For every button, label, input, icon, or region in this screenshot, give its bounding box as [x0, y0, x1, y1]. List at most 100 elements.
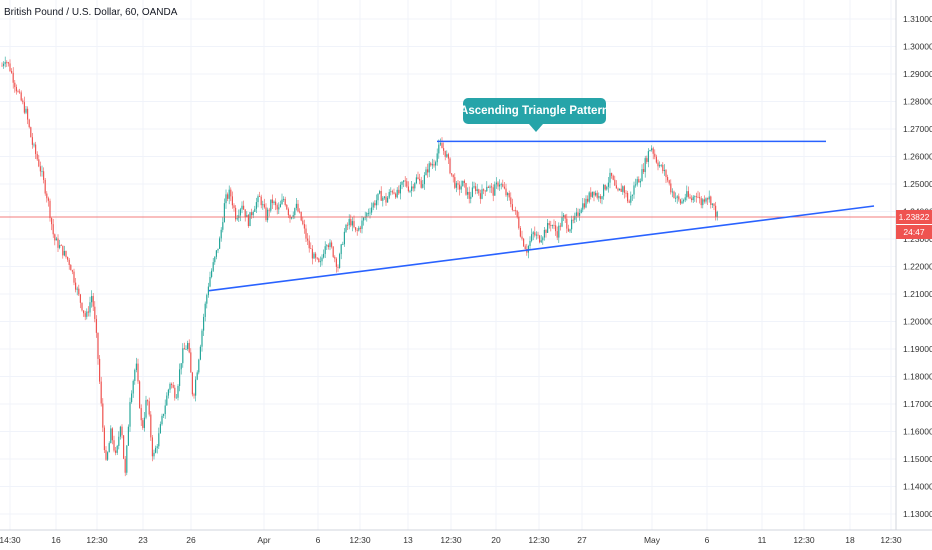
time-axis[interactable]: 14:30 16 12:30 23 26 Apr 6 12:30 13 12:30 20 12:30 2…: [0, 535, 902, 545]
candle-body: [17, 91, 19, 93]
candle-body: [420, 180, 422, 188]
candle-body: [179, 369, 181, 386]
candle-body: [403, 180, 405, 182]
candle-body: [628, 201, 630, 203]
candle-body: [460, 186, 462, 190]
candle-body: [135, 363, 137, 370]
candle-body: [273, 201, 275, 204]
candle-body: [35, 144, 37, 154]
candle-body: [334, 256, 336, 259]
candle-body: [401, 181, 403, 185]
candle-body: [555, 225, 557, 232]
candle-body: [249, 212, 251, 227]
candle-body: [518, 217, 520, 228]
candle-body: [76, 288, 78, 290]
candle-body: [670, 183, 672, 193]
candle-body: [651, 148, 653, 151]
candle-body: [91, 296, 93, 303]
candle-body: [308, 240, 310, 249]
candle-body: [561, 217, 563, 227]
candle-body: [379, 190, 381, 194]
candle-body: [467, 191, 469, 195]
candle-body: [694, 196, 696, 198]
candle-body: [259, 196, 261, 197]
candle-body: [462, 180, 464, 187]
candle-body: [321, 257, 323, 262]
candle-body: [513, 209, 515, 211]
candle-body: [510, 197, 512, 205]
candle-body: [159, 424, 161, 434]
candle-body: [201, 330, 203, 347]
candle-body: [647, 151, 649, 162]
candle-body: [495, 182, 497, 185]
candle-body: [355, 227, 357, 231]
candle-body: [387, 197, 389, 203]
candle-body: [579, 212, 581, 216]
candle-body: [606, 186, 608, 190]
candle-body: [662, 164, 664, 172]
candle-body: [6, 61, 8, 63]
candle-body: [113, 440, 115, 451]
candle-body: [44, 179, 46, 194]
x-tick-label: 13: [403, 535, 413, 545]
candle-body: [183, 348, 185, 350]
candle-body: [625, 192, 627, 194]
candle-body: [548, 223, 550, 226]
candle-body: [327, 245, 329, 248]
candle-body: [137, 363, 139, 382]
candle-body: [79, 294, 81, 303]
candle-body: [547, 223, 549, 233]
candle-body: [419, 178, 421, 181]
candle-body: [356, 230, 358, 231]
candle-body: [630, 195, 632, 203]
candle-body: [124, 458, 126, 473]
candle-body: [15, 87, 17, 92]
support-trendline[interactable]: [208, 205, 875, 292]
price-axis[interactable]: 1.31000 1.30000 1.29000 1.28000 1.27000 1.260…: [903, 14, 932, 519]
candle-body: [14, 82, 16, 88]
candle-body: [406, 181, 408, 187]
candle-body: [476, 189, 478, 191]
x-tick-label: 6: [705, 535, 710, 545]
candle-body: [326, 245, 328, 247]
candle-body: [220, 229, 222, 239]
candle-body: [228, 189, 230, 199]
candle-body: [348, 219, 350, 226]
candle-body: [470, 196, 472, 199]
candle-body: [41, 171, 43, 173]
y-tick-label: 1.30000: [903, 42, 932, 52]
countdown-badge: 24:47: [896, 225, 932, 239]
y-tick-label: 1.26000: [903, 152, 932, 162]
candle-body: [643, 169, 645, 173]
candle-body: [211, 270, 213, 277]
candle-body: [87, 311, 89, 313]
candle-body: [324, 246, 326, 254]
y-tick-label: 1.16000: [903, 427, 932, 437]
x-tick-label: 12:30: [440, 535, 462, 545]
candle-body: [559, 225, 561, 227]
candle-body: [78, 288, 80, 295]
candle-body: [207, 286, 209, 296]
x-tick-label: 20: [491, 535, 501, 545]
candle-body: [545, 230, 547, 233]
candle-body: [163, 413, 165, 416]
candle-body: [479, 193, 481, 199]
candle-body: [345, 224, 347, 232]
candle-body: [531, 234, 533, 241]
candle-body: [11, 71, 13, 73]
candle-body: [30, 127, 32, 138]
candle-body: [431, 164, 433, 166]
candle-body: [212, 262, 214, 271]
candle-body: [438, 144, 440, 154]
candle-body: [302, 220, 304, 225]
candle-body: [161, 415, 163, 425]
candle-body: [535, 234, 537, 236]
candle-body: [388, 192, 390, 198]
annotation-callout[interactable]: Ascending Triangle Pattern: [460, 98, 609, 132]
candle-body: [12, 72, 14, 83]
candle-body: [118, 436, 120, 446]
candle-body: [636, 179, 638, 185]
candle-body: [494, 184, 496, 196]
candle-body: [223, 203, 225, 223]
candle-body: [425, 169, 427, 176]
